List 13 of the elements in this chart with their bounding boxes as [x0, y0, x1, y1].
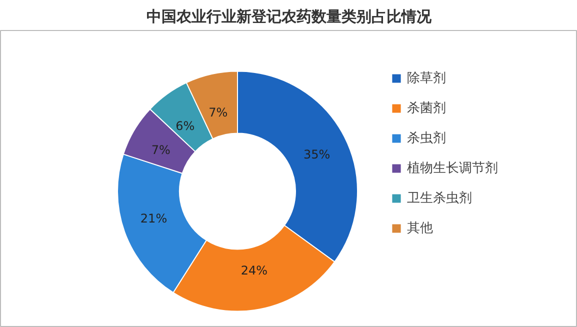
data-label: 6% — [176, 118, 195, 133]
data-label: 7% — [151, 143, 170, 158]
legend-label: 杀虫剂 — [407, 130, 446, 147]
legend-label: 除草剂 — [407, 70, 446, 87]
data-label: 24% — [240, 264, 268, 278]
data-label: 35% — [303, 148, 330, 162]
chart-title: 中国农业行业新登记农药数量类别占比情况 — [146, 8, 432, 26]
legend-label: 卫生杀虫剂 — [407, 190, 472, 207]
legend-label: 其他 — [407, 220, 433, 237]
legend-label: 植物生长调节剂 — [407, 160, 498, 177]
legend-label: 杀菌剂 — [407, 100, 446, 117]
data-label: 21% — [140, 212, 168, 226]
data-label: 7% — [208, 105, 228, 120]
